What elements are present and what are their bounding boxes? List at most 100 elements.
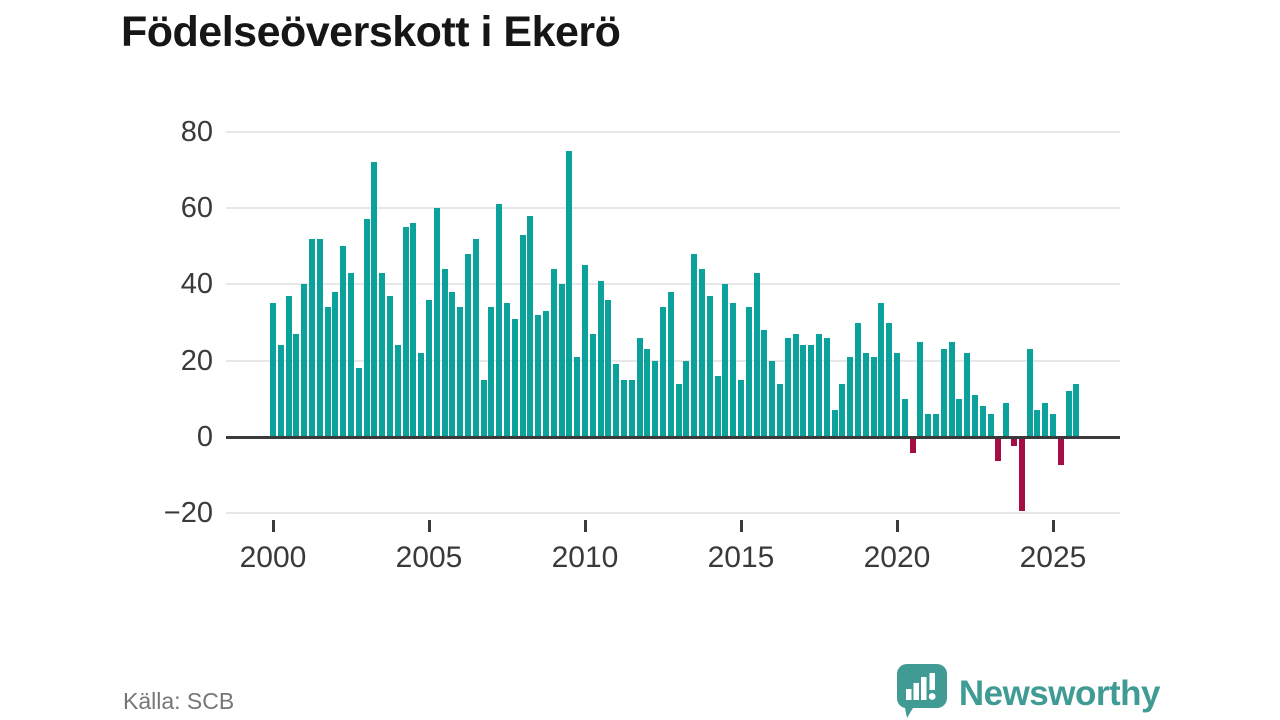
x-axis-tick xyxy=(895,520,899,532)
bar xyxy=(675,383,682,437)
bar xyxy=(269,303,277,437)
bar xyxy=(457,307,464,437)
newsworthy-wordmark: Newsworthy xyxy=(958,673,1161,713)
bar xyxy=(1026,349,1033,437)
bar xyxy=(854,322,862,437)
bar xyxy=(316,238,323,437)
gridline xyxy=(226,512,1120,515)
bar xyxy=(332,291,339,437)
bar xyxy=(745,307,752,437)
bar xyxy=(355,368,362,437)
bar xyxy=(1073,383,1080,437)
bar xyxy=(589,333,596,437)
bar xyxy=(698,269,706,437)
bar xyxy=(776,383,784,437)
bar xyxy=(394,345,401,437)
y-axis-label: 60 xyxy=(180,192,213,224)
chart-title: Födelseöverskott i Ekerö xyxy=(121,8,621,56)
bar xyxy=(722,284,729,437)
bar xyxy=(878,303,885,437)
bar xyxy=(1042,402,1049,437)
bar xyxy=(535,314,542,437)
bar xyxy=(581,265,589,437)
bar xyxy=(800,345,807,437)
bar xyxy=(628,379,635,437)
bar xyxy=(293,333,300,437)
bar xyxy=(1010,438,1018,446)
bar xyxy=(527,215,534,437)
bar xyxy=(886,322,893,437)
bar xyxy=(418,353,425,437)
bar xyxy=(940,349,947,437)
bar xyxy=(363,219,370,437)
x-axis-tick xyxy=(427,520,431,532)
bar xyxy=(496,204,503,437)
bar xyxy=(347,272,355,437)
bar xyxy=(472,238,479,437)
bar xyxy=(449,291,456,437)
bar xyxy=(987,414,994,437)
bar xyxy=(925,414,932,437)
bar xyxy=(839,383,846,437)
bar xyxy=(652,360,659,437)
x-axis-label: 2000 xyxy=(239,541,307,574)
bar xyxy=(340,246,347,437)
bar xyxy=(870,356,877,437)
bar xyxy=(402,227,409,437)
bar xyxy=(683,360,690,437)
bar xyxy=(1065,391,1072,437)
x-axis-label: 2020 xyxy=(863,541,931,574)
bar xyxy=(574,356,581,437)
bar xyxy=(371,162,378,437)
bar xyxy=(285,295,292,437)
bar xyxy=(706,295,713,437)
source-label: Källa: SCB xyxy=(123,688,235,714)
bar xyxy=(488,307,495,437)
bar xyxy=(542,311,550,437)
bar xyxy=(441,269,448,437)
bar xyxy=(979,406,986,437)
bar xyxy=(971,395,979,437)
bar xyxy=(847,356,854,437)
bar xyxy=(831,410,838,437)
gridline xyxy=(226,207,1120,209)
bar xyxy=(410,223,417,437)
bar xyxy=(691,253,698,437)
bar xyxy=(324,307,331,437)
zero-axis-line xyxy=(226,435,1120,439)
bar xyxy=(956,398,963,437)
bar xyxy=(901,398,908,437)
x-axis-label: 2005 xyxy=(395,541,463,574)
bar xyxy=(730,303,737,437)
bar xyxy=(503,303,511,437)
y-axis-label: −20 xyxy=(163,497,213,530)
x-axis-tick xyxy=(271,520,275,532)
bar xyxy=(808,345,815,437)
bar xyxy=(761,330,768,437)
bar xyxy=(425,299,433,437)
bar xyxy=(1018,438,1025,511)
bar xyxy=(1049,414,1057,437)
y-axis-label: 80 xyxy=(180,115,213,148)
y-axis-label: 20 xyxy=(180,344,213,377)
bar xyxy=(823,337,830,437)
bar xyxy=(308,238,316,437)
bar xyxy=(784,337,791,437)
bar xyxy=(737,379,745,437)
bar xyxy=(667,291,674,437)
bar xyxy=(620,379,628,437)
bar xyxy=(277,345,284,437)
bar xyxy=(386,295,394,437)
newsworthy-logo: Newsworthy xyxy=(896,664,1161,720)
bar xyxy=(636,337,643,437)
bar xyxy=(1057,438,1064,465)
bar xyxy=(659,307,667,437)
x-axis-label: 2025 xyxy=(1019,541,1087,574)
bar xyxy=(613,364,620,437)
bar xyxy=(917,341,924,437)
bar xyxy=(995,438,1002,461)
bar xyxy=(964,353,971,437)
bar xyxy=(566,150,573,437)
bar xyxy=(753,272,760,437)
